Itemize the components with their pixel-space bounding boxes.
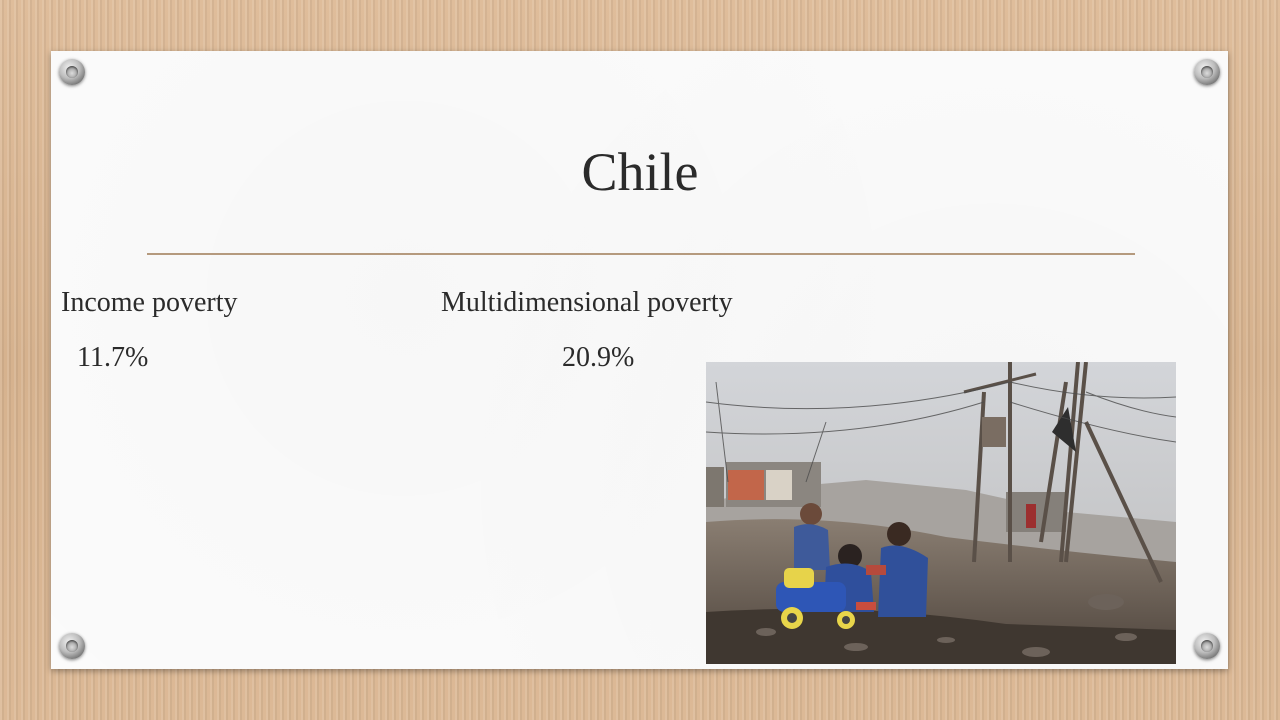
- income-poverty-heading: Income poverty: [61, 287, 238, 318]
- slide-title: Chile: [581, 142, 699, 202]
- grommet-top-left-icon: [59, 59, 85, 85]
- title-divider: [147, 253, 1135, 255]
- grommet-bottom-right-icon: [1194, 633, 1220, 659]
- grommet-top-right-icon: [1194, 59, 1220, 85]
- slide-paper: [51, 51, 1228, 669]
- grommet-bottom-left-icon: [59, 633, 85, 659]
- photo-children-playing: [706, 362, 1176, 664]
- income-poverty-value: 11.7%: [77, 342, 149, 373]
- multidimensional-poverty-heading: Multidimensional poverty: [441, 287, 733, 318]
- multidimensional-poverty-value: 20.9%: [562, 342, 635, 373]
